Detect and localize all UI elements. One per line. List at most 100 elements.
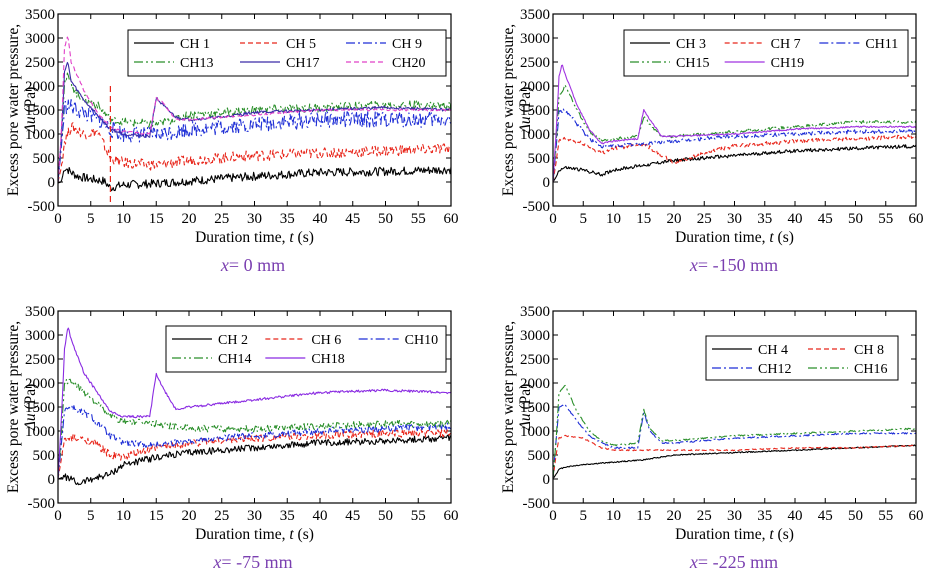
x-tick-label: 20 — [667, 211, 682, 227]
y-tick-label: 2500 — [520, 352, 550, 368]
y-tick-label: 3000 — [520, 31, 550, 47]
x-tick-label: 10 — [116, 211, 131, 227]
y-tick-label: 2000 — [520, 376, 550, 392]
y-axis-label-line2: Δu (Pa) — [22, 87, 39, 135]
legend-label: CH 8 — [854, 343, 884, 358]
x-tick-label: 25 — [214, 508, 229, 524]
legend-box — [165, 325, 447, 373]
y-tick-label: 2000 — [520, 79, 550, 95]
legend-label: CH14 — [218, 352, 251, 367]
x-tick-label: 25 — [214, 211, 229, 227]
legend-label: CH17 — [286, 56, 319, 71]
x-tick-label: 0 — [549, 211, 557, 227]
x-axis-label-unit: (s) — [294, 229, 314, 246]
x-tick-label: 60 — [444, 211, 459, 227]
x-tick-label: 20 — [667, 508, 682, 524]
legend-label: CH 6 — [311, 333, 341, 348]
y-tick-label: 3500 — [520, 304, 550, 320]
legend-label: CH19 — [771, 56, 804, 71]
x-tick-label: 5 — [87, 508, 95, 524]
y-tick-label: -500 — [523, 496, 551, 512]
y-tick-label: 3500 — [25, 7, 55, 23]
y-axis-label-line1: Excess pore water pressure, — [500, 321, 517, 493]
y-tick-label: 1500 — [25, 103, 55, 119]
y-axis-label-var: Δu — [22, 413, 39, 431]
x-tick-label: 60 — [909, 211, 924, 227]
x-tick-label: 15 — [636, 211, 651, 227]
series-line-ch18 — [58, 327, 451, 480]
y-tick-label: 1000 — [520, 127, 550, 143]
x-tick-label: 25 — [697, 211, 712, 227]
y-axis-label-line2: Δu (Pa) — [517, 384, 534, 432]
y-tick-label: 2000 — [25, 376, 55, 392]
x-axis-label: Duration time, t (s) — [675, 526, 794, 543]
x-axis-label-unit: (s) — [294, 526, 314, 543]
series-line-ch10 — [58, 405, 451, 480]
x-tick-label: 20 — [182, 211, 197, 227]
legend-label: CH20 — [392, 56, 425, 71]
series-group — [58, 36, 451, 192]
legend-label: CH11 — [865, 37, 898, 52]
x-tick-label: 35 — [280, 211, 295, 227]
series-line-ch11 — [553, 108, 916, 183]
x-tick-label: 30 — [247, 508, 262, 524]
x-tick-label: 5 — [87, 211, 95, 227]
y-tick-label: 500 — [33, 151, 56, 167]
x-tick-label: 5 — [580, 508, 588, 524]
y-axis-label-line1: Excess pore water pressure, — [5, 24, 22, 196]
y-tick-label: 2500 — [25, 55, 55, 71]
y-tick-label: 3500 — [520, 7, 550, 23]
y-axis-label-var: Δu — [517, 413, 534, 431]
y-tick-label: 3000 — [25, 31, 55, 47]
x-tick-label: 55 — [878, 508, 893, 524]
legend-box — [705, 335, 899, 381]
legend-label: CH 9 — [392, 37, 422, 52]
x-axis-label-text: Duration time, — [675, 526, 769, 543]
y-tick-label: 0 — [543, 175, 551, 191]
x-tick-label: 60 — [444, 508, 459, 524]
panel-caption-var: x — [212, 552, 221, 572]
legend-label: CH13 — [180, 56, 213, 71]
series-line-ch13 — [58, 72, 451, 183]
series-line-ch5 — [58, 122, 451, 183]
plot-frame — [552, 13, 917, 207]
series-group — [58, 327, 451, 486]
x-tick-label: 40 — [313, 211, 328, 227]
y-tick-label: 3000 — [25, 328, 55, 344]
x-tick-label: 40 — [788, 508, 803, 524]
y-axis-label-unit: (Pa) — [517, 87, 534, 117]
y-tick-label: 1500 — [520, 400, 550, 416]
x-axis-label-unit: (s) — [774, 526, 794, 543]
legend-label: CH 1 — [180, 37, 210, 52]
series-line-ch1 — [58, 166, 451, 192]
series-line-ch7 — [553, 134, 916, 183]
series-line-ch17 — [58, 61, 451, 183]
y-tick-label: 3000 — [520, 328, 550, 344]
x-tick-label: 45 — [818, 211, 833, 227]
x-tick-label: 35 — [757, 508, 772, 524]
x-axis-label-var: t — [289, 526, 294, 543]
y-tick-label: 3500 — [25, 304, 55, 320]
x-axis-label: Duration time, t (s) — [195, 229, 314, 246]
y-axis-label-unit: (Pa) — [517, 384, 534, 414]
x-axis-label: Duration time, t (s) — [675, 229, 794, 246]
chart-panel-1: 0 5 10 15 20 25 30 35 40 45 50 55 60-500050010001500… — [5, 7, 459, 275]
legend-box — [127, 29, 447, 77]
legend-label: CH 7 — [771, 37, 801, 52]
panel-caption-value: = -225 mm — [698, 552, 778, 572]
panel-caption: x= -75 mm — [212, 552, 292, 572]
series-line-ch8 — [553, 434, 916, 480]
panel-caption-var: x — [220, 255, 229, 275]
panel-caption: x= 0 mm — [220, 255, 285, 275]
x-tick-label: 10 — [606, 211, 621, 227]
y-tick-label: 1500 — [25, 400, 55, 416]
y-axis-label-line2: Δu (Pa) — [22, 384, 39, 432]
x-tick-label: 45 — [345, 211, 360, 227]
x-tick-label: 60 — [909, 508, 924, 524]
x-tick-label: 10 — [606, 508, 621, 524]
x-tick-label: 35 — [280, 508, 295, 524]
x-tick-label: 40 — [788, 211, 803, 227]
y-tick-label: 1500 — [520, 103, 550, 119]
x-tick-label: 55 — [411, 211, 426, 227]
x-tick-label: 55 — [411, 508, 426, 524]
